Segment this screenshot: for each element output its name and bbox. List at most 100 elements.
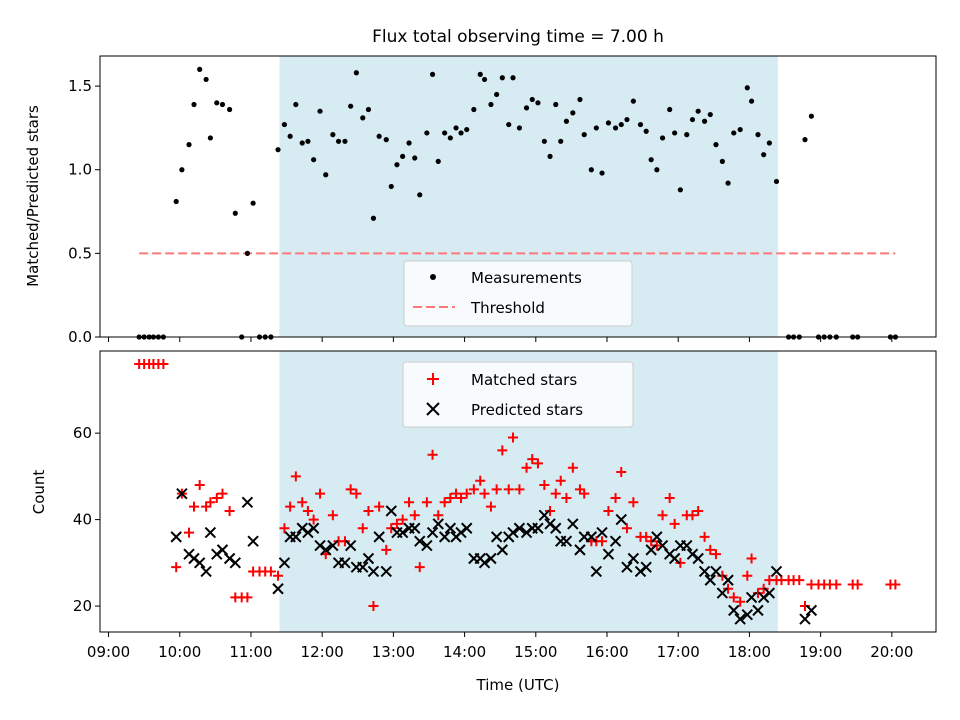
matched-star-point xyxy=(651,540,662,551)
matched-star-point xyxy=(461,488,472,499)
predicted-star-point xyxy=(710,565,722,578)
predicted-star-point xyxy=(320,544,332,556)
predicted-star-point xyxy=(692,552,704,565)
matched-star-point xyxy=(381,544,392,555)
measurement-point xyxy=(299,140,305,146)
matched-star-point xyxy=(479,488,490,499)
legend-threshold-label: Threshold xyxy=(470,299,545,317)
predicted-star-point xyxy=(380,565,392,578)
matched-star-point xyxy=(723,583,734,594)
measurement-point xyxy=(748,98,755,104)
x-tick-label: 16:00 xyxy=(585,643,628,661)
measurement-point xyxy=(808,113,814,119)
matched-star-point xyxy=(158,358,169,369)
matched-star-point xyxy=(687,510,698,521)
predicted-star-point xyxy=(507,526,519,539)
measurement-point xyxy=(523,105,530,111)
matched-star-point xyxy=(758,583,769,594)
measurement-point xyxy=(227,106,233,113)
predicted-star-point xyxy=(409,522,421,534)
predicted-star-point xyxy=(272,583,284,595)
matched-star-point xyxy=(171,562,182,573)
matched-star-point xyxy=(561,492,572,503)
measurement-point xyxy=(731,130,737,136)
predicted-star-point xyxy=(229,557,242,569)
predicted-star-point xyxy=(698,565,711,578)
measurement-point xyxy=(424,130,430,136)
top-y-axis-label: Matched/Predicted stars xyxy=(24,105,42,287)
predicted-star-point xyxy=(752,604,764,617)
predicted-star-point xyxy=(550,522,562,534)
y-tick-label: 1.0 xyxy=(68,161,92,179)
predicted-star-point xyxy=(763,587,776,599)
matched-star-point xyxy=(621,523,632,534)
measurement-point xyxy=(630,98,636,104)
measurement-point xyxy=(191,101,197,108)
measurement-point xyxy=(311,157,317,163)
bottom-axes-frame xyxy=(99,350,937,633)
matched-star-point xyxy=(669,518,680,529)
predicted-star-point xyxy=(805,604,818,617)
predicted-star-point xyxy=(645,544,657,556)
matched-star-point xyxy=(374,501,385,512)
x-tick-label: 12:00 xyxy=(301,643,344,661)
measurement-point xyxy=(684,132,690,138)
measurement-point xyxy=(173,198,179,205)
measurement-point xyxy=(516,125,523,131)
measurement-point xyxy=(477,71,483,77)
predicted-star-point xyxy=(327,539,339,552)
y-tick-label: 1.5 xyxy=(68,77,92,95)
matched-star-point xyxy=(345,484,356,495)
matched-star-point xyxy=(831,579,842,590)
predicted-star-point xyxy=(373,531,385,543)
predicted-star-point xyxy=(278,557,291,569)
measurement-point xyxy=(342,138,348,144)
measurement-point xyxy=(701,118,708,124)
matched-star-point xyxy=(597,536,608,547)
predicted-star-point xyxy=(741,609,754,621)
matched-star-point xyxy=(414,562,425,573)
bottom-y-ticks: 20 40 60 xyxy=(73,424,100,615)
measurement-point xyxy=(417,192,423,198)
measurement-point xyxy=(672,130,678,136)
top-panel: 0.0 0.5 1.0 1.5 Flux total observing time =… xyxy=(24,27,937,346)
matched-star-point xyxy=(211,492,222,503)
predicted-star-point xyxy=(590,565,603,578)
matched-star-point xyxy=(397,514,408,525)
measurement-point xyxy=(305,138,311,144)
top-x-ticks xyxy=(108,337,893,342)
x-tick-label: 13:00 xyxy=(372,643,415,661)
matched-star-point xyxy=(409,510,420,521)
matched-star-point xyxy=(555,475,566,486)
measurement-point xyxy=(499,75,505,81)
matched-star-point xyxy=(205,497,216,508)
matched-star-point xyxy=(521,462,532,473)
matched-star-point xyxy=(475,475,486,486)
matched-star-point xyxy=(693,505,704,516)
measurement-point xyxy=(637,121,644,128)
predicted-star-point xyxy=(385,505,397,517)
measurement-point xyxy=(335,138,342,144)
predicted-star-point xyxy=(728,604,740,617)
measurement-point xyxy=(719,158,725,164)
predicted-star-point xyxy=(651,531,663,543)
matched-star-point xyxy=(728,592,739,603)
x-tick-label: 15:00 xyxy=(514,643,557,661)
predicted-star-point xyxy=(609,535,622,547)
x-tick-label: 09:00 xyxy=(87,643,130,661)
measurement-point xyxy=(287,133,293,139)
predicted-star-point xyxy=(770,565,783,578)
legend-predicted-marker xyxy=(426,402,440,416)
measurement-point xyxy=(429,71,436,77)
y-tick-label: 40 xyxy=(73,511,92,529)
measurement-point xyxy=(744,85,750,91)
predicted-star-point xyxy=(567,518,579,530)
measurement-point xyxy=(713,142,719,148)
measurement-point xyxy=(581,132,587,138)
measurement-point xyxy=(435,158,441,164)
measurement-point xyxy=(677,187,683,193)
matched-star-point xyxy=(485,501,496,512)
predicted-star-point xyxy=(716,587,729,599)
y-tick-label: 60 xyxy=(73,424,92,442)
